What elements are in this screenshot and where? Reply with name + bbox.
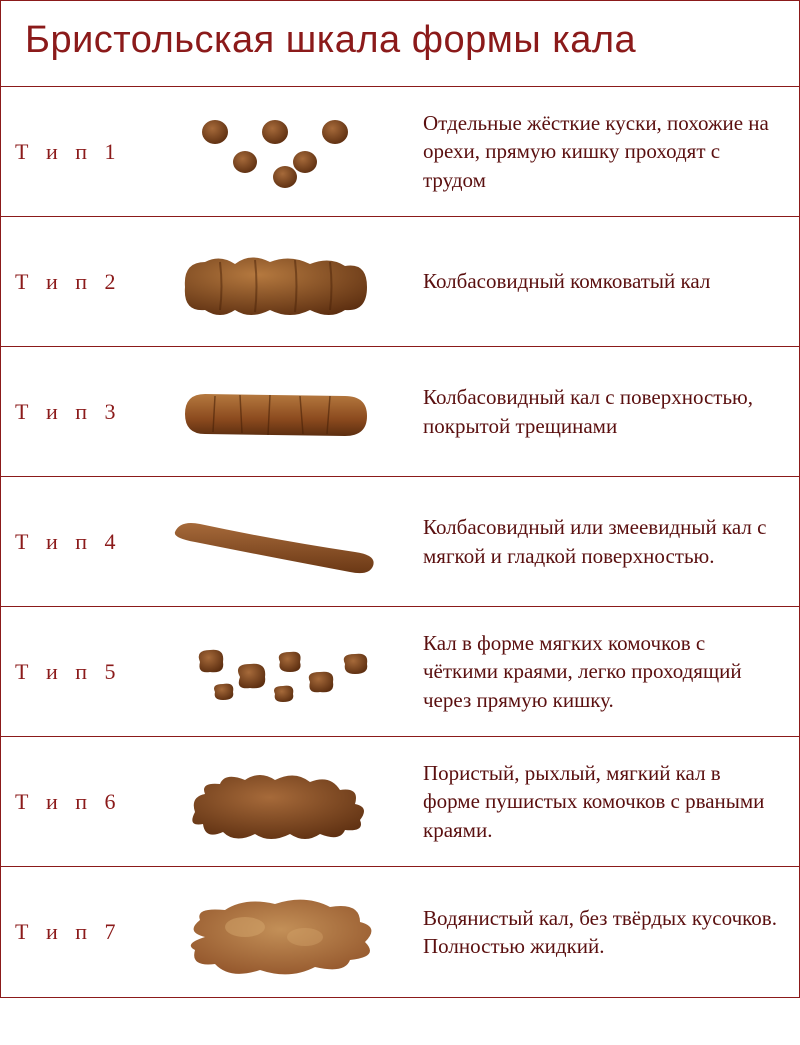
- type-description-3: Колбасовидный кал с поверхностью, покрыт…: [415, 383, 779, 440]
- illustration-type5: [135, 617, 415, 727]
- type-description-7: Водянистый кал, без твёрдых кусочков. По…: [415, 904, 779, 961]
- smooth-sausage-icon: [145, 492, 405, 592]
- type-label-5: Т и п 5: [11, 659, 135, 685]
- bristol-stool-chart: Бристольская шкала формы кала Т и п 1 От…: [0, 0, 800, 998]
- table-row: Т и п 4 Колбасовидный или змеевидный кал…: [1, 477, 799, 607]
- table-row: Т и п 5 Кал в форме мягких комочков с чё…: [1, 607, 799, 737]
- table-row: Т и п 3 Колбасовидный кал с поверхностью…: [1, 347, 799, 477]
- type-label-1: Т и п 1: [11, 139, 135, 165]
- table-row: Т и п 1 Отдельные жёсткие куски, похожие…: [1, 87, 799, 217]
- soft-blobs-icon: [145, 622, 405, 722]
- type-label-3: Т и п 3: [11, 399, 135, 425]
- type-description-6: Пористый, рыхлый, мягкий кал в форме пуш…: [415, 759, 779, 844]
- type-description-1: Отдельные жёсткие куски, похожие на орех…: [415, 109, 779, 194]
- table-row: Т и п 7 Водянистый кал, без твёрдых кусо…: [1, 867, 799, 997]
- chart-title: Бристольская шкала формы кала: [1, 1, 799, 87]
- type-label-7: Т и п 7: [11, 919, 135, 945]
- cracked-sausage-icon: [145, 362, 405, 462]
- type-label-4: Т и п 4: [11, 529, 135, 555]
- type-description-4: Колбасовидный или змеевидный кал с мягко…: [415, 513, 779, 570]
- lumpy-sausage-icon: [145, 232, 405, 332]
- type-label-6: Т и п 6: [11, 789, 135, 815]
- illustration-type4: [135, 487, 415, 597]
- table-row: Т и п 6 Пористый, рыхлый, мягкий кал в ф…: [1, 737, 799, 867]
- illustration-type7: [135, 877, 415, 987]
- illustration-type3: [135, 357, 415, 467]
- illustration-type1: [135, 97, 415, 207]
- nuts-icon: [145, 102, 405, 202]
- illustration-type2: [135, 227, 415, 337]
- table-row: Т и п 2 Колбасовидный комковатый кал: [1, 217, 799, 347]
- type-description-5: Кал в форме мягких комочков с чёткими кр…: [415, 629, 779, 714]
- type-label-2: Т и п 2: [11, 269, 135, 295]
- liquid-icon: [145, 882, 405, 982]
- illustration-type6: [135, 747, 415, 857]
- type-description-2: Колбасовидный комковатый кал: [415, 267, 779, 295]
- fluffy-icon: [145, 752, 405, 852]
